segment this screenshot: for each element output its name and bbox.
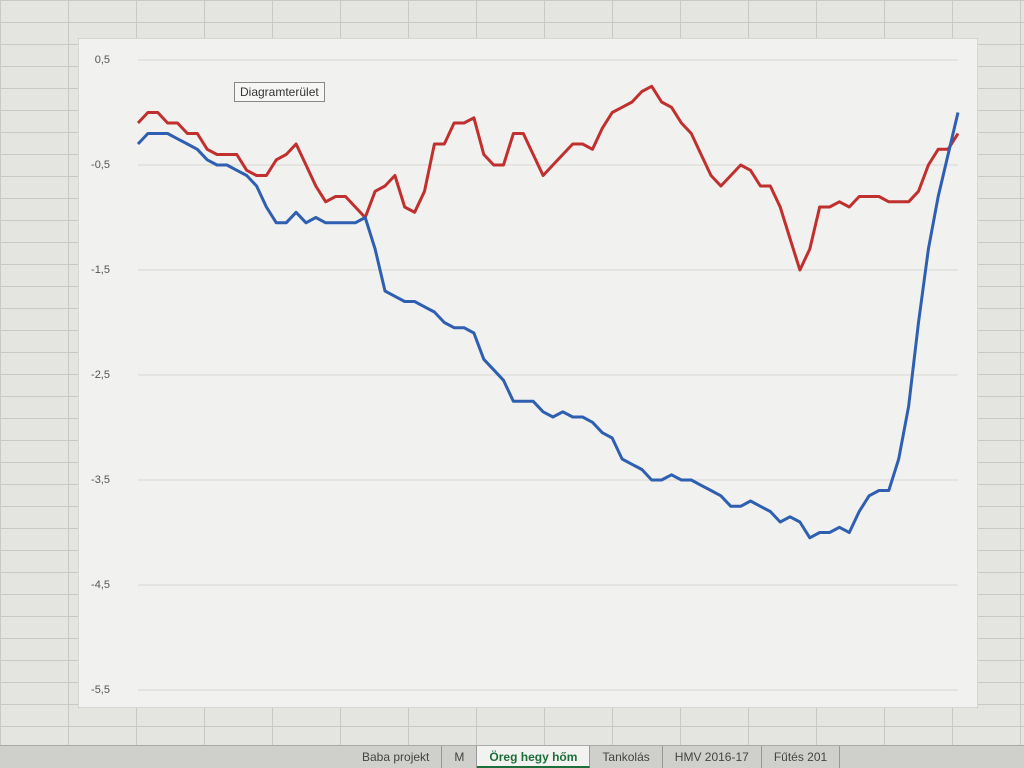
chart[interactable]: 0,5 -0,5 -1,5 -2,5 -3,5 -4,5 -5,5 [78,38,978,708]
sheet-tab[interactable]: M [442,746,478,768]
y-tick-label: -3,5 [91,474,110,486]
y-tick-label: 0,5 [95,54,110,66]
sheet-tab[interactable]: Baba projekt [350,746,443,768]
y-tick-label: -4,5 [91,579,110,591]
series-line [136,112,960,540]
sheet-tab[interactable]: Fűtés 201 [762,746,841,768]
chart-area [78,38,978,708]
sheet-tab[interactable]: Öreg hegy hőm [477,746,591,768]
y-tick-label: -0,5 [91,159,110,171]
sheet-tab[interactable]: HMV 2016-17 [663,746,762,768]
y-tick-label: -5,5 [91,684,110,696]
tooltip: Diagramterület [234,82,325,102]
series-line [136,84,960,272]
sheet-tabs: Baba projekt M Öreg hegy hőm Tankolás HMV 20… [0,745,1024,768]
sheet-tab[interactable]: Tankolás [590,746,663,768]
y-tick-label: -2,5 [91,369,110,381]
y-tick-label: -1,5 [91,264,110,276]
